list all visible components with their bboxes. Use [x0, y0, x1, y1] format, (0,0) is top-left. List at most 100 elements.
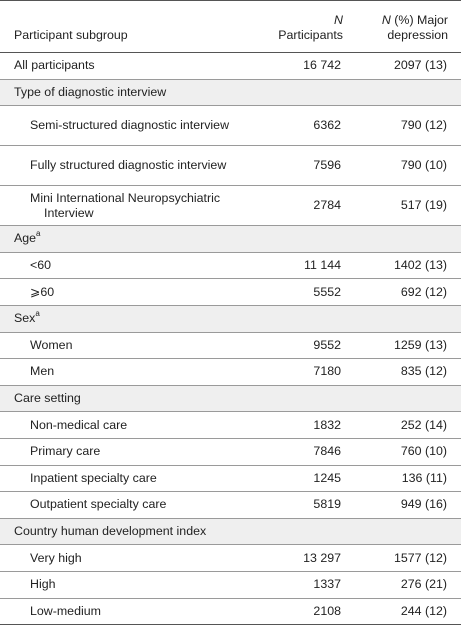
row-label-text: Non-medical care	[30, 417, 128, 432]
table-row: Men 7180 835 (12)	[0, 358, 461, 386]
header-n-major-depression: N (%) Major depression	[356, 0, 461, 53]
major-depression-count: 835 (12)	[356, 358, 461, 386]
participants-count: 2108	[258, 598, 356, 626]
header-n-symbol: N	[381, 13, 391, 27]
row-label: <60	[0, 252, 258, 280]
major-depression-count: 252 (14)	[356, 411, 461, 439]
participants-count: 1245	[258, 465, 356, 493]
participants-count: 16 742	[258, 52, 356, 80]
row-label: Very high	[0, 544, 258, 572]
row-label-text: Inpatient specialty care	[30, 470, 157, 485]
table-row: Outpatient specialty care 5819 949 (16)	[0, 491, 461, 519]
row-label-text: Fully structured diagnostic interview	[30, 158, 227, 173]
table-group-row: Country human development index	[0, 518, 461, 546]
footnote-marker: a	[36, 229, 41, 239]
row-label: Fully structured diagnostic interview	[0, 145, 258, 187]
group-label: Care setting	[0, 385, 461, 413]
row-label: Primary care	[0, 438, 258, 466]
participants-count: 11 144	[258, 252, 356, 280]
major-depression-count: 949 (16)	[356, 491, 461, 519]
header-major-depression-label: (%) Major depression	[387, 13, 448, 42]
major-depression-count: 2097 (13)	[356, 52, 461, 80]
row-label-text: Low-medium	[30, 603, 101, 618]
row-label: Semi-structured diagnostic interview	[0, 105, 258, 147]
row-label-text: High	[30, 577, 56, 592]
table-row: Low-medium 2108 244 (12)	[0, 598, 461, 626]
major-depression-count: 760 (10)	[356, 438, 461, 466]
participants-count: 7846	[258, 438, 356, 466]
table-group-row: Care setting	[0, 385, 461, 413]
major-depression-count: 1577 (12)	[356, 544, 461, 572]
participants-count: 7180	[258, 358, 356, 386]
major-depression-count: 790 (10)	[356, 145, 461, 187]
header-n-participants: N Participants	[258, 0, 356, 53]
group-label-text: Care setting	[14, 391, 81, 406]
group-label-text: Type of diagnostic interview	[14, 84, 167, 99]
major-depression-count: 790 (12)	[356, 105, 461, 147]
major-depression-count: 1402 (13)	[356, 252, 461, 280]
participants-count: 5819	[258, 491, 356, 519]
row-label-text: ⩾60	[30, 284, 55, 299]
row-label: Women	[0, 332, 258, 360]
table-row: All participants 16 742 2097 (13)	[0, 52, 461, 80]
header-n-symbol: N	[334, 13, 343, 27]
row-label-text: Very high	[30, 550, 82, 565]
table-group-row: Agea	[0, 225, 461, 253]
participants-count: 2784	[258, 185, 356, 227]
major-depression-count: 692 (12)	[356, 278, 461, 306]
table-row: <60 11 144 1402 (13)	[0, 252, 461, 280]
participants-count: 13 297	[258, 544, 356, 572]
row-label: Mini International Neuropsychiatric Inte…	[0, 185, 258, 227]
row-label: Inpatient specialty care	[0, 465, 258, 493]
header-participants-label: Participants	[278, 28, 343, 42]
group-label: Type of diagnostic interview	[0, 79, 461, 107]
row-label-text: Women	[30, 337, 73, 352]
footnote-marker: a	[35, 309, 40, 319]
group-label-text: Sex	[14, 311, 36, 326]
table-row: Primary care 7846 760 (10)	[0, 438, 461, 466]
table-row: Semi-structured diagnostic interview 6362…	[0, 105, 461, 147]
row-label-text: <60	[30, 258, 52, 273]
major-depression-count: 1259 (13)	[356, 332, 461, 360]
row-label: ⩾60	[0, 278, 258, 306]
participants-count: 9552	[258, 332, 356, 360]
row-label-text: Mini International Neuropsychiatric Inte…	[30, 190, 221, 220]
table-row: Very high 13 297 1577 (12)	[0, 544, 461, 572]
group-label-text: Age	[14, 231, 37, 246]
table-row: High 1337 276 (21)	[0, 571, 461, 599]
table-group-row: Type of diagnostic interview	[0, 79, 461, 107]
major-depression-count: 517 (19)	[356, 185, 461, 227]
table-row: Women 9552 1259 (13)	[0, 332, 461, 360]
row-label: Low-medium	[0, 598, 258, 626]
table-row: Inpatient specialty care 1245 136 (11)	[0, 465, 461, 493]
major-depression-count: 244 (12)	[356, 598, 461, 626]
row-label: Outpatient specialty care	[0, 491, 258, 519]
group-label: Agea	[0, 225, 461, 253]
participants-count: 1832	[258, 411, 356, 439]
row-label-text: All participants	[14, 58, 95, 73]
group-label-text: Country human development index	[14, 524, 207, 539]
major-depression-count: 136 (11)	[356, 465, 461, 493]
row-label-text: Men	[30, 364, 55, 379]
major-depression-count: 276 (21)	[356, 571, 461, 599]
participants-count: 7596	[258, 145, 356, 187]
table-row: Non-medical care 1832 252 (14)	[0, 411, 461, 439]
row-label-text: Outpatient specialty care	[30, 497, 167, 512]
participants-count: 1337	[258, 571, 356, 599]
row-label: Non-medical care	[0, 411, 258, 439]
row-label: All participants	[0, 52, 258, 80]
table-row: ⩾60 5552 692 (12)	[0, 278, 461, 306]
table-header-row: Participant subgroup N Participants N (%…	[0, 0, 461, 53]
participants-count: 5552	[258, 278, 356, 306]
participants-count: 6362	[258, 105, 356, 147]
row-label-text: Semi-structured diagnostic interview	[30, 118, 230, 133]
table-group-row: Sexa	[0, 305, 461, 333]
header-participant-subgroup: Participant subgroup	[0, 0, 258, 53]
row-label: High	[0, 571, 258, 599]
table-row: Fully structured diagnostic interview 759…	[0, 145, 461, 187]
group-label: Sexa	[0, 305, 461, 333]
group-label: Country human development index	[0, 518, 461, 546]
table-row: Mini International Neuropsychiatric Inte…	[0, 185, 461, 227]
row-label: Men	[0, 358, 258, 386]
